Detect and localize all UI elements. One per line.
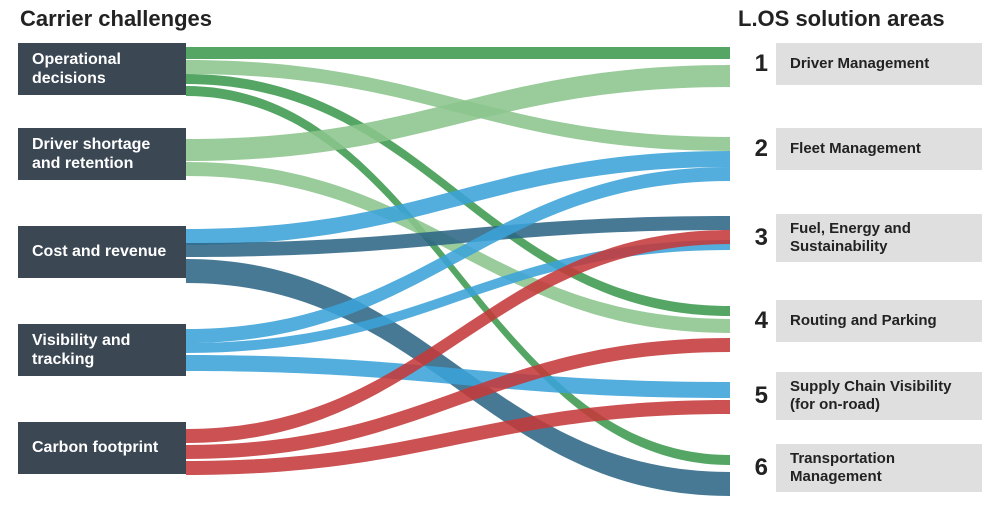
left-box-carbon: Carbon footprint <box>18 422 186 474</box>
flow-ribbon <box>186 259 730 496</box>
flow-ribbon <box>186 240 730 353</box>
right-box-6: Transportation Management <box>776 444 982 492</box>
heading-right: L.OS solution areas <box>738 6 945 32</box>
right-box-5: Supply Chain Visibility (for on-road) <box>776 372 982 420</box>
flow-ribbon <box>186 86 730 465</box>
right-box-3: Fuel, Energy and Sustainability <box>776 214 982 262</box>
flow-ribbon <box>186 216 730 257</box>
right-num-3: 3 <box>738 224 768 252</box>
left-box-driver: Driver shortage and retention <box>18 128 186 180</box>
right-box-label: Routing and Parking <box>790 312 937 330</box>
right-box-label: Supply Chain Visibility (for on-road) <box>790 378 968 414</box>
right-box-label: Fuel, Energy and Sustainability <box>790 220 968 256</box>
flow-ribbon <box>186 162 730 333</box>
right-num-2: 2 <box>738 135 768 163</box>
left-box-visibility: Visibility and tracking <box>18 324 186 376</box>
flow-ribbon <box>186 400 730 475</box>
flow-ribbon <box>186 65 730 161</box>
flow-ribbon <box>186 47 730 59</box>
right-box-label: Driver Management <box>790 55 929 73</box>
right-box-4: Routing and Parking <box>776 300 982 342</box>
flow-ribbon <box>186 355 730 398</box>
right-num-6: 6 <box>738 454 768 482</box>
left-box-label: Operational decisions <box>32 50 172 88</box>
left-box-label: Visibility and tracking <box>32 331 172 369</box>
right-box-label: Fleet Management <box>790 140 921 158</box>
heading-left: Carrier challenges <box>20 6 212 32</box>
left-box-label: Carbon footprint <box>32 438 158 457</box>
right-box-label: Transportation Management <box>790 450 968 486</box>
right-num-1: 1 <box>738 50 768 78</box>
right-num-4: 4 <box>738 307 768 335</box>
left-box-label: Cost and revenue <box>32 242 166 261</box>
left-box-label: Driver shortage and retention <box>32 135 172 173</box>
flow-ribbon <box>186 230 730 443</box>
flow-ribbon <box>186 167 730 343</box>
right-box-2: Fleet Management <box>776 128 982 170</box>
left-box-cost: Cost and revenue <box>18 226 186 278</box>
flow-ribbon <box>186 60 730 151</box>
flow-ribbon <box>186 151 730 245</box>
left-box-operational: Operational decisions <box>18 43 186 95</box>
flow-ribbon <box>186 74 730 316</box>
right-box-1: Driver Management <box>776 43 982 85</box>
right-num-5: 5 <box>738 382 768 410</box>
flow-ribbon <box>186 338 730 459</box>
